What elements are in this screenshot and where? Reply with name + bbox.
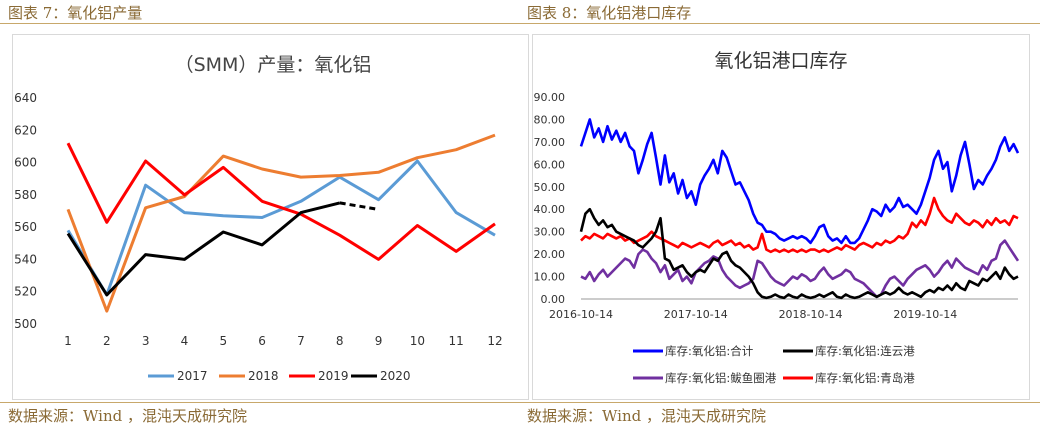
left-legend-label: 2018	[248, 369, 279, 383]
right-legend-label: 库存:氧化铝:连云港	[815, 344, 915, 358]
left-line-2020	[66, 201, 341, 297]
left-y-tick-label: 520	[14, 285, 37, 299]
right-y-tick-label: 30.00	[534, 226, 566, 239]
right-chart-panel: 氧化铝港口库存 0.00 10.00 20.00 30.00 40.00 50.00 60.…	[532, 34, 1030, 400]
left-x-tick-label: 6	[258, 334, 266, 348]
left-line-2018	[66, 133, 496, 313]
left-legend: 2017 2018 2019 2020	[148, 369, 411, 383]
right-x-tick-label: 2018-10-14	[779, 308, 843, 321]
left-line-2017	[66, 159, 496, 297]
right-plot-area	[579, 118, 1020, 300]
left-y-tick-label: 540	[14, 252, 37, 266]
left-line-2020-forecast	[339, 201, 379, 211]
left-x-tick-label: 5	[219, 334, 227, 348]
left-y-axis: 500 520 540 560 580 600 620 640	[14, 91, 37, 331]
left-x-axis: 1 2 3 4 5 6 7 8 9 10 11 12	[64, 334, 502, 348]
left-figure-caption: 图表 7：氧化铝产量	[8, 4, 143, 22]
left-legend-label: 2019	[318, 369, 349, 383]
left-legend-label: 2020	[380, 369, 411, 383]
left-legend-label: 2017	[177, 369, 208, 383]
right-x-tick-label: 2016-10-14	[549, 308, 613, 321]
left-y-tick-label: 600	[14, 156, 37, 170]
right-x-axis: 2016-10-14 2017-10-14 2018-10-14 2019-10-14	[549, 308, 957, 321]
left-x-tick-label: 12	[487, 334, 502, 348]
right-figure-caption: 图表 8：氧化铝港口库存	[527, 4, 692, 22]
left-x-tick-label: 3	[142, 334, 150, 348]
left-x-tick-label: 9	[375, 334, 383, 348]
right-caption-rule	[520, 23, 1040, 24]
right-line-series-1	[579, 207, 1019, 300]
left-plot-area	[66, 133, 496, 313]
right-legend-label: 库存:氧化铝:合计	[665, 344, 754, 358]
left-source-note: 数据来源：Wind ，混沌天成研究院	[8, 407, 247, 425]
right-y-tick-label: 40.00	[534, 203, 566, 216]
right-y-tick-label: 80.00	[534, 113, 566, 126]
left-source-rule	[0, 402, 520, 403]
right-y-tick-label: 0.00	[541, 293, 566, 306]
right-y-tick-label: 70.00	[534, 136, 566, 149]
left-y-tick-label: 620	[14, 123, 37, 137]
right-source-note: 数据来源：Wind ，混沌天成研究院	[527, 407, 766, 425]
left-x-tick-label: 8	[336, 334, 344, 348]
left-caption-rule	[0, 23, 520, 24]
right-chart-title: 氧化铝港口库存	[714, 50, 847, 72]
right-y-axis: 0.00 10.00 20.00 30.00 40.00 50.00 60.00 70.00 8…	[534, 91, 1018, 306]
right-y-tick-label: 60.00	[534, 158, 566, 171]
right-line-series-0	[579, 118, 1020, 245]
right-legend-label: 库存:氧化铝:青岛港	[815, 371, 915, 385]
left-line-2019	[66, 142, 496, 261]
left-x-tick-label: 11	[449, 334, 464, 348]
right-y-tick-label: 10.00	[534, 271, 566, 284]
left-y-tick-label: 580	[14, 188, 37, 202]
left-y-tick-label: 500	[14, 317, 37, 331]
right-legend-label: 库存:氧化铝:鲅鱼圈港	[665, 371, 777, 385]
left-y-tick-label: 640	[14, 91, 37, 105]
left-x-tick-label: 2	[103, 334, 111, 348]
right-y-tick-label: 90.00	[534, 91, 566, 104]
right-y-tick-label: 50.00	[534, 181, 566, 194]
left-x-tick-label: 7	[297, 334, 305, 348]
right-chart: 氧化铝港口库存 0.00 10.00 20.00 30.00 40.00 50.00 60.…	[534, 50, 1020, 385]
left-x-tick-label: 4	[181, 334, 189, 348]
right-y-tick-label: 20.00	[534, 248, 566, 261]
left-chart-title: （SMM）产量：氧化铝	[175, 54, 372, 76]
right-source-rule	[520, 402, 1040, 403]
right-line-series-2	[580, 239, 1020, 299]
right-x-tick-label: 2019-10-14	[893, 308, 957, 321]
left-y-tick-label: 560	[14, 220, 37, 234]
left-x-tick-label: 1	[64, 334, 72, 348]
left-x-tick-label: 10	[410, 334, 425, 348]
right-x-tick-label: 2017-10-14	[664, 308, 728, 321]
